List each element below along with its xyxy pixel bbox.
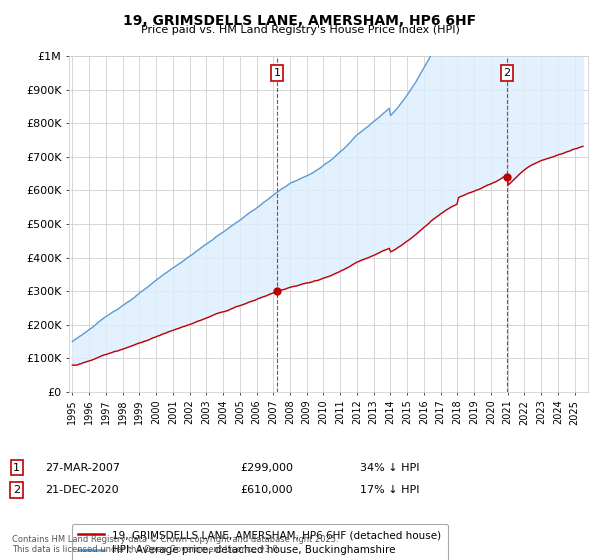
Text: £299,000: £299,000	[240, 463, 293, 473]
Text: Contains HM Land Registry data © Crown copyright and database right 2025.
This d: Contains HM Land Registry data © Crown c…	[12, 535, 338, 554]
Text: £610,000: £610,000	[240, 485, 293, 495]
Legend: 19, GRIMSDELLS LANE, AMERSHAM, HP6 6HF (detached house), HPI: Average price, det: 19, GRIMSDELLS LANE, AMERSHAM, HP6 6HF (…	[71, 524, 448, 560]
Text: 2: 2	[13, 485, 20, 495]
Text: 21-DEC-2020: 21-DEC-2020	[45, 485, 119, 495]
Text: 19, GRIMSDELLS LANE, AMERSHAM, HP6 6HF: 19, GRIMSDELLS LANE, AMERSHAM, HP6 6HF	[124, 14, 476, 28]
Text: Price paid vs. HM Land Registry's House Price Index (HPI): Price paid vs. HM Land Registry's House …	[140, 25, 460, 35]
Text: 2: 2	[503, 68, 511, 78]
Text: 1: 1	[13, 463, 20, 473]
Text: 27-MAR-2007: 27-MAR-2007	[45, 463, 120, 473]
Text: 34% ↓ HPI: 34% ↓ HPI	[360, 463, 419, 473]
Text: 1: 1	[274, 68, 281, 78]
Text: 17% ↓ HPI: 17% ↓ HPI	[360, 485, 419, 495]
